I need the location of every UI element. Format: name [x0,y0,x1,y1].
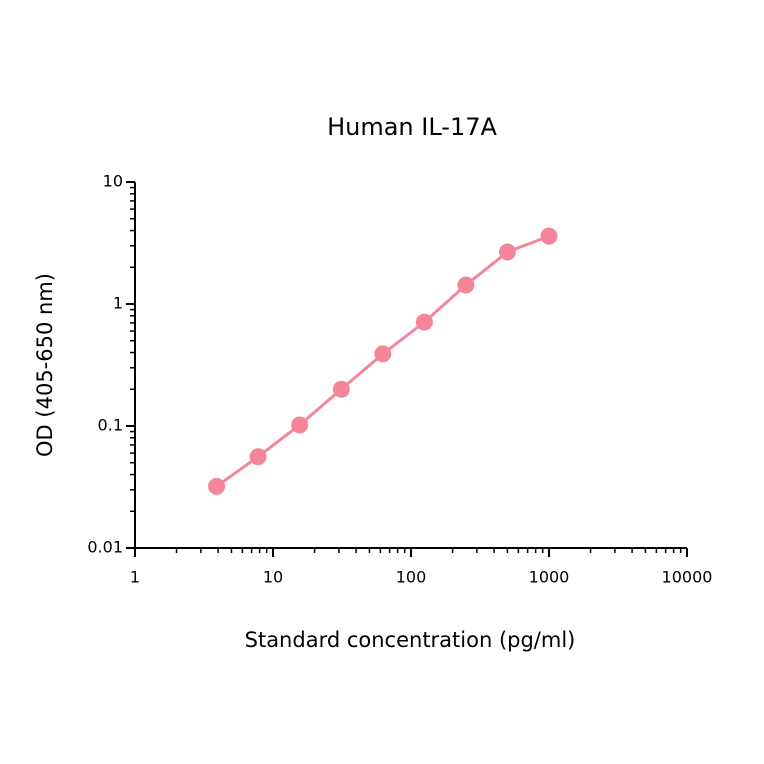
data-point [415,313,433,331]
y-axis-label: OD (405-650 nm) [33,273,57,457]
data-point [208,477,226,495]
x-tick-label: 10 [263,568,283,587]
x-tick-label: 1000 [529,568,570,587]
y-tick-label: 0.01 [87,538,123,557]
data-point [457,276,475,294]
data-point [374,345,392,363]
chart-title: Human IL-17A [327,113,497,141]
y-tick-label: 10 [103,172,123,191]
data-point [291,416,309,434]
y-tick-label: 1 [113,294,123,313]
data-point [540,227,558,245]
y-tick-label: 0.1 [98,416,123,435]
x-tick-label: 100 [396,568,427,587]
x-tick-label: 1 [130,568,140,587]
data-point [498,243,516,261]
x-axis-label: Standard concentration (pg/ml) [245,628,576,652]
x-tick-label: 10000 [662,568,713,587]
data-point [249,448,267,466]
data-point [332,380,350,398]
